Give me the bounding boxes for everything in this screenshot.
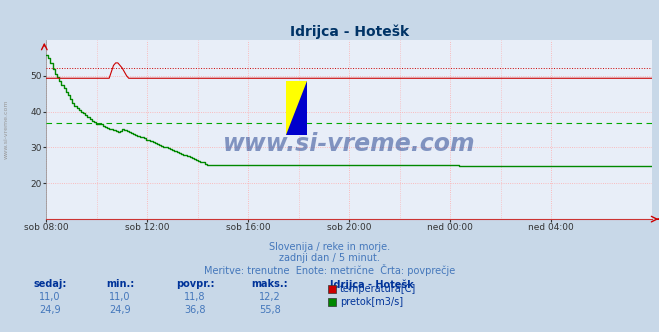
Text: 36,8: 36,8 bbox=[185, 305, 206, 315]
Title: Idrijca - Hotešk: Idrijca - Hotešk bbox=[290, 24, 409, 39]
Bar bbox=[285, 81, 307, 135]
Text: pretok[m3/s]: pretok[m3/s] bbox=[340, 297, 403, 307]
Text: 55,8: 55,8 bbox=[259, 305, 281, 315]
Text: www.si-vreme.com: www.si-vreme.com bbox=[223, 132, 476, 156]
Text: Slovenija / reke in morje.: Slovenija / reke in morje. bbox=[269, 242, 390, 252]
Text: povpr.:: povpr.: bbox=[176, 279, 214, 289]
Text: www.si-vreme.com: www.si-vreme.com bbox=[4, 100, 9, 159]
Text: maks.:: maks.: bbox=[252, 279, 289, 289]
Text: 11,8: 11,8 bbox=[185, 292, 206, 302]
Text: temperatura[C]: temperatura[C] bbox=[340, 284, 416, 294]
Bar bbox=[328, 298, 336, 306]
Text: 11,0: 11,0 bbox=[109, 292, 130, 302]
Text: 12,2: 12,2 bbox=[259, 292, 281, 302]
Text: 24,9: 24,9 bbox=[109, 305, 131, 315]
Text: Meritve: trenutne  Enote: metrične  Črta: povprečje: Meritve: trenutne Enote: metrične Črta: … bbox=[204, 264, 455, 276]
Text: sedaj:: sedaj: bbox=[34, 279, 67, 289]
Bar bbox=[328, 285, 336, 293]
Text: 11,0: 11,0 bbox=[40, 292, 61, 302]
Text: min.:: min.: bbox=[106, 279, 134, 289]
Polygon shape bbox=[285, 81, 307, 135]
Text: 24,9: 24,9 bbox=[39, 305, 61, 315]
Text: zadnji dan / 5 minut.: zadnji dan / 5 minut. bbox=[279, 253, 380, 263]
Text: Idrijca - Hotešk: Idrijca - Hotešk bbox=[330, 279, 414, 290]
